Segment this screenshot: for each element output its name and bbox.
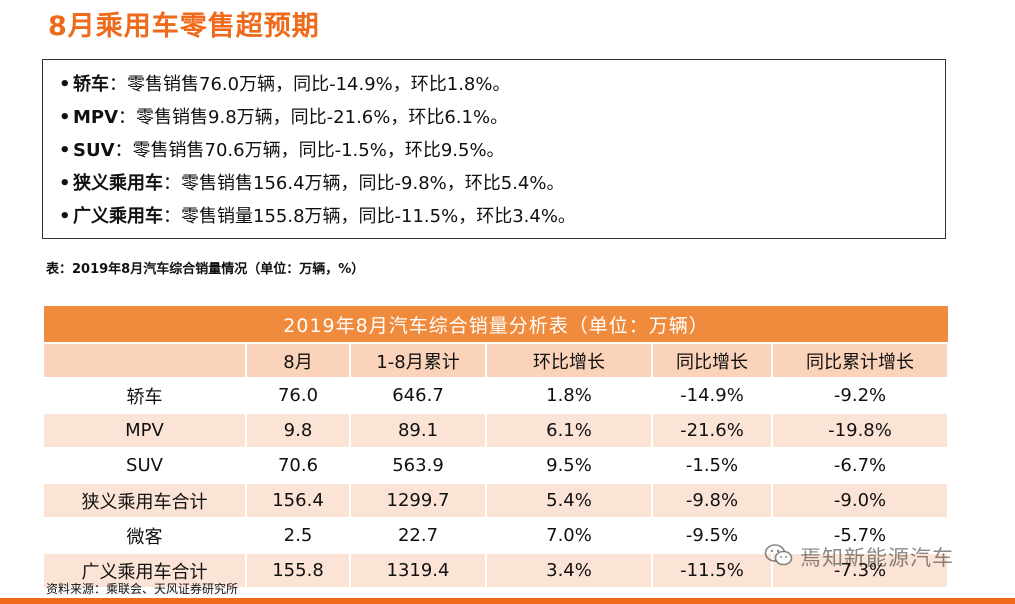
header-cell: 8月 (246, 343, 351, 379)
bullet-dot: • (59, 107, 71, 128)
table-cell: MPV (44, 413, 247, 449)
table-cell: 89.1 (350, 413, 487, 449)
table-cell: 9.8 (246, 413, 351, 449)
table-cell: 狭义乘用车合计 (44, 483, 247, 519)
table-cell: 563.9 (350, 448, 487, 484)
summary-box: • 轿车：零售销售76.0万辆，同比-14.9%，环比1.8%。 • MPV：零售销… (42, 59, 946, 239)
bottom-accent-bar (0, 598, 1015, 604)
table-cell: 1299.7 (350, 483, 487, 519)
table-cell: 轿车 (44, 378, 247, 414)
table-cell: 7.0% (486, 518, 653, 554)
summary-text: ：零售销售70.6万辆，同比-1.5%，环比9.5%。 (114, 140, 505, 161)
header-cell: 同比累计增长 (772, 343, 950, 379)
summary-label: 广义乘用车 (73, 206, 163, 227)
table-banner: 2019年8月汽车综合销量分析表（单位：万辆） (44, 306, 949, 344)
summary-text: ：零售销售156.4万辆，同比-9.8%，环比5.4%。 (163, 173, 565, 194)
table-cell: 156.4 (246, 483, 351, 519)
header-cell: 同比增长 (652, 343, 773, 379)
table-cell: 微客 (44, 518, 247, 554)
table-cell: -21.6% (652, 413, 773, 449)
table-cell: 广义乘用车合计 (44, 553, 247, 589)
table-row: 狭义乘用车合计 156.4 1299.7 5.4% -9.8% -9.0% (44, 483, 950, 519)
summary-label: MPV (73, 107, 119, 128)
table-cell: -9.8% (652, 483, 773, 519)
page-title: 8月乘用车零售超预期 (48, 11, 320, 42)
summary-label: 轿车 (73, 74, 109, 95)
table-cell: 9.5% (486, 448, 653, 484)
table-cell: 3.4% (486, 553, 653, 589)
table-cell: -6.7% (772, 448, 950, 484)
table-header-row: 8月 1-8月累计 环比增长 同比增长 同比累计增长 (44, 343, 950, 379)
summary-item-broad-pv: • 广义乘用车：零售销量155.8万辆，同比-11.5%，环比3.4%。 (59, 200, 945, 233)
summary-label: SUV (73, 140, 115, 161)
table-cell: 2.5 (246, 518, 351, 554)
summary-text: ：零售销售76.0万辆，同比-14.9%，环比1.8%。 (109, 74, 511, 95)
header-cell: 环比增长 (486, 343, 653, 379)
table-cell: -14.9% (652, 378, 773, 414)
sales-table: 2019年8月汽车综合销量分析表（单位：万辆） 8月 1-8月累计 环比增长 同… (44, 306, 950, 589)
table-cell: 5.4% (486, 483, 653, 519)
summary-list: • 轿车：零售销售76.0万辆，同比-14.9%，环比1.8%。 • MPV：零售销… (43, 60, 945, 233)
table-cell: 22.7 (350, 518, 487, 554)
table-cell: SUV (44, 448, 247, 484)
summary-item-sedan: • 轿车：零售销售76.0万辆，同比-14.9%，环比1.8%。 (59, 68, 945, 101)
watermark-text: 焉知新能源汽车 (800, 546, 954, 570)
table-banner-row: 2019年8月汽车综合销量分析表（单位：万辆） (44, 306, 949, 344)
summary-text: ：零售销量155.8万辆，同比-11.5%，环比3.4%。 (163, 206, 576, 227)
table-cell: -9.2% (772, 378, 950, 414)
table-cell: -5.7% (772, 518, 950, 554)
table-cell: 6.1% (486, 413, 653, 449)
header-cell (44, 343, 247, 379)
source-note: 资料来源：乘联会、天风证券研究所 (46, 582, 239, 596)
table-row: 微客 2.5 22.7 7.0% -9.5% -5.7% (44, 518, 950, 554)
wechat-icon (764, 542, 794, 572)
table-row: SUV 70.6 563.9 9.5% -1.5% -6.7% (44, 448, 950, 484)
header-cell: 1-8月累计 (350, 343, 487, 379)
bullet-dot: • (59, 140, 71, 161)
table-cell: -11.5% (652, 553, 773, 589)
table-cell: -9.5% (652, 518, 773, 554)
table-cell: -9.0% (772, 483, 950, 519)
bullet-dot: • (59, 173, 71, 194)
table-cell: -1.5% (652, 448, 773, 484)
bullet-dot: • (59, 74, 71, 95)
summary-text: ：零售销售9.8万辆，同比-21.6%，环比6.1%。 (118, 107, 509, 128)
bullet-dot: • (59, 206, 71, 227)
table-cell: 70.6 (246, 448, 351, 484)
summary-item-suv: • SUV：零售销售70.6万辆，同比-1.5%，环比9.5%。 (59, 134, 945, 167)
summary-label: 狭义乘用车 (73, 173, 163, 194)
table-cell: 1.8% (486, 378, 653, 414)
table-cell: 155.8 (246, 553, 351, 589)
watermark: 焉知新能源汽车 (764, 542, 954, 572)
table-cell: 646.7 (350, 378, 487, 414)
summary-item-mpv: • MPV：零售销售9.8万辆，同比-21.6%，环比6.1%。 (59, 101, 945, 134)
table-row: 轿车 76.0 646.7 1.8% -14.9% -9.2% (44, 378, 950, 414)
table-cell: 76.0 (246, 378, 351, 414)
table-cell: -7.3% (772, 553, 950, 589)
table-row: 广义乘用车合计 155.8 1319.4 3.4% -11.5% -7.3% (44, 553, 950, 589)
table-cell: 1319.4 (350, 553, 487, 589)
table-caption: 表：2019年8月汽车综合销量情况（单位：万辆，%） (46, 262, 365, 277)
summary-item-narrow-pv: • 狭义乘用车：零售销售156.4万辆，同比-9.8%，环比5.4%。 (59, 167, 945, 200)
table-cell: -19.8% (772, 413, 950, 449)
table-row: MPV 9.8 89.1 6.1% -21.6% -19.8% (44, 413, 950, 449)
